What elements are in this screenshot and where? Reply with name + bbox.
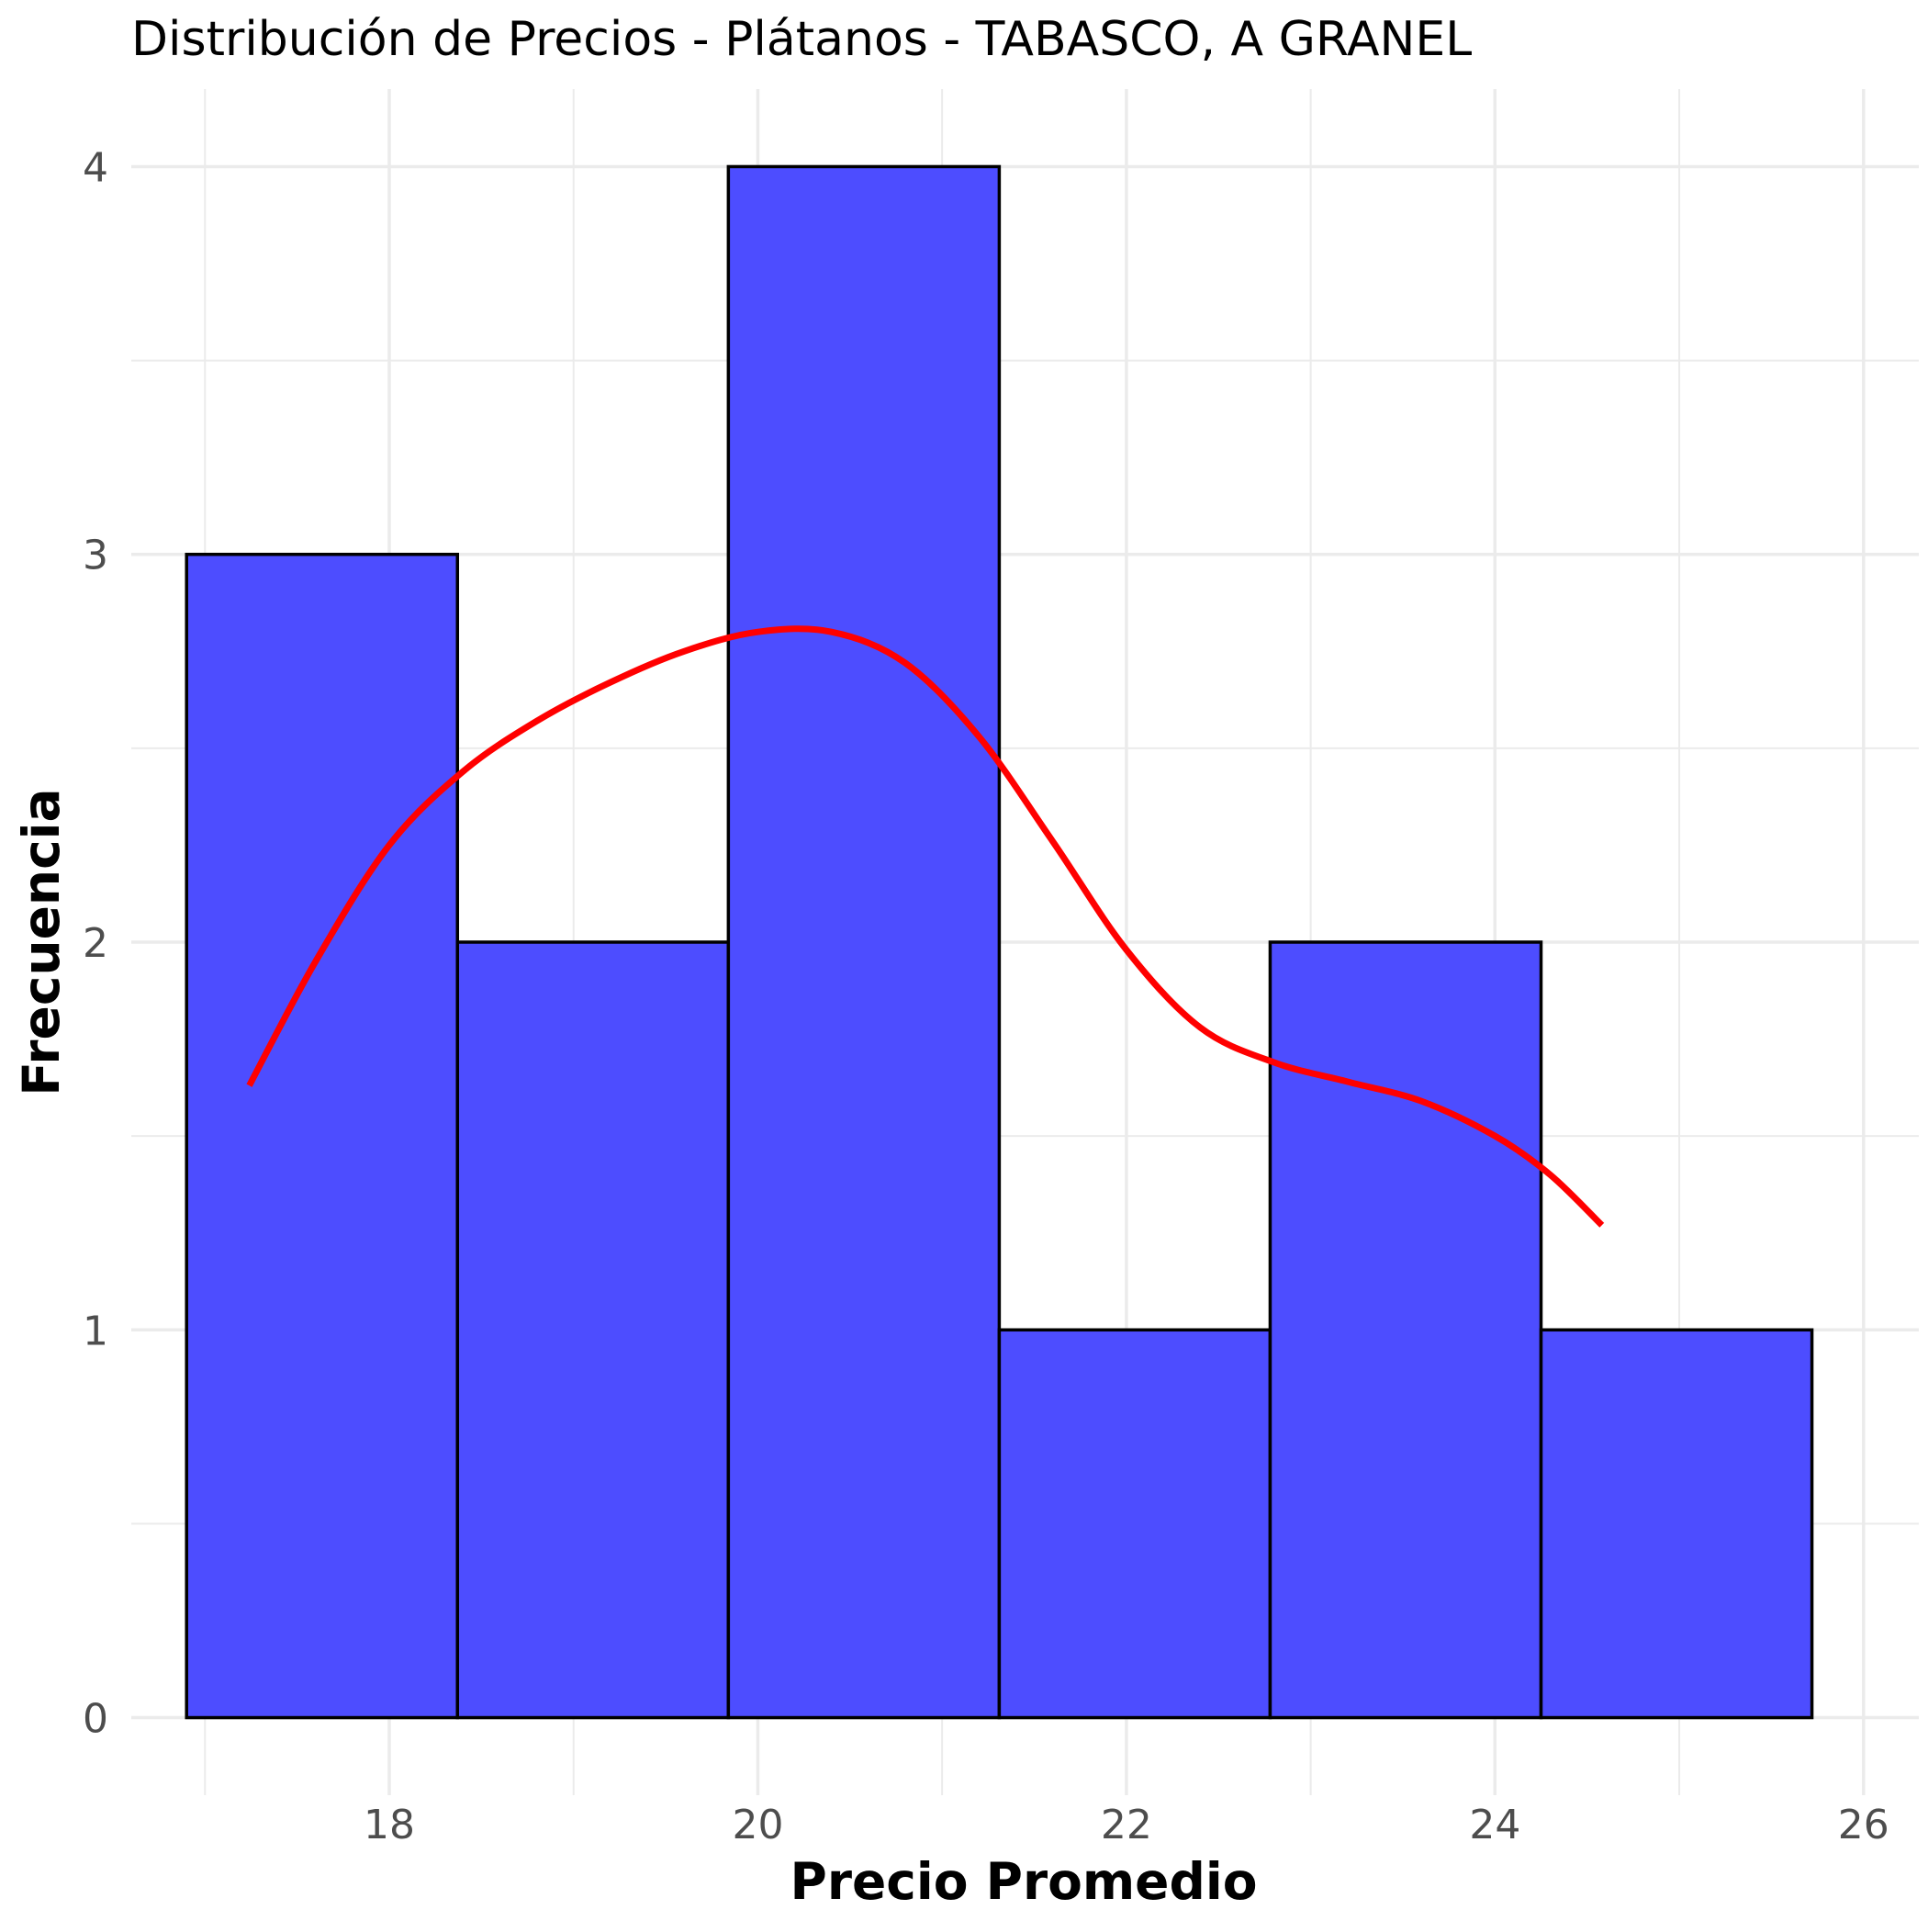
histogram-bar: [1539, 1328, 1814, 1720]
histogram-bar: [997, 1328, 1272, 1720]
x-tick-label: 26: [1838, 1802, 1889, 1848]
x-tick-label: 24: [1469, 1802, 1520, 1848]
histogram-bar: [1268, 940, 1543, 1720]
y-tick-label: 3: [83, 533, 108, 579]
x-tick-label: 18: [364, 1802, 415, 1848]
histogram-bar: [455, 940, 731, 1720]
y-axis-title: Frecuencia: [12, 788, 71, 1095]
y-tick-label: 2: [83, 920, 108, 967]
y-tick-label: 1: [83, 1308, 108, 1354]
density-curve-group: [246, 625, 1605, 1228]
x-tick-label: 20: [732, 1802, 783, 1848]
histogram-bar: [185, 552, 460, 1720]
y-tick-label: 0: [83, 1696, 108, 1743]
x-tick-label: 22: [1101, 1802, 1152, 1848]
axis-ticks: 18 20 22 24 26 0 1 2 3 4: [83, 144, 1889, 1848]
histogram-bars: [185, 164, 1814, 1720]
x-axis-title: Precio Promedio: [790, 1852, 1258, 1911]
histogram-bar: [726, 164, 1002, 1720]
y-tick-label: 4: [83, 144, 108, 191]
chart-title: Distribución de Precios - Plátanos - TAB…: [131, 12, 1472, 67]
density-curve: [246, 625, 1605, 1228]
